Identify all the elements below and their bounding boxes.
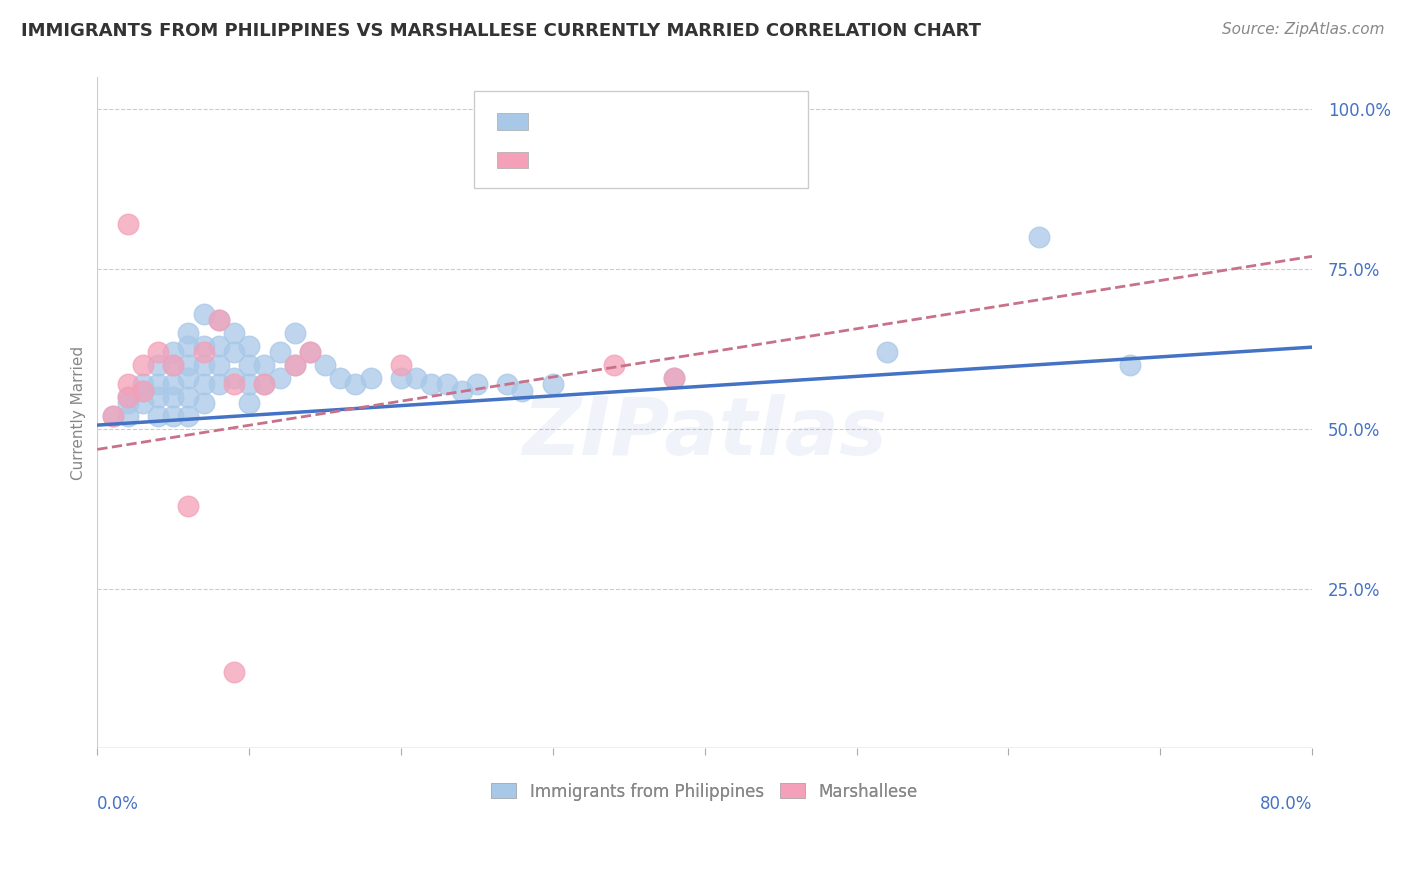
- Point: [253, 377, 276, 392]
- FancyBboxPatch shape: [474, 91, 808, 188]
- Point: [253, 358, 276, 372]
- Point: [162, 345, 184, 359]
- Point: [284, 326, 307, 340]
- Point: [177, 339, 200, 353]
- Point: [208, 339, 231, 353]
- Point: [269, 345, 291, 359]
- Point: [193, 345, 215, 359]
- Point: [208, 313, 231, 327]
- Point: [222, 326, 245, 340]
- Bar: [496, 152, 527, 169]
- Point: [208, 377, 231, 392]
- Point: [222, 371, 245, 385]
- Point: [238, 358, 260, 372]
- Point: [222, 665, 245, 679]
- Point: [876, 345, 898, 359]
- Point: [177, 409, 200, 424]
- Point: [298, 345, 321, 359]
- Point: [132, 377, 155, 392]
- Point: [162, 358, 184, 372]
- Text: 80.0%: 80.0%: [1260, 796, 1312, 814]
- Y-axis label: Currently Married: Currently Married: [72, 346, 86, 480]
- Point: [117, 377, 139, 392]
- Text: R = 0.291   N = 62: R = 0.291 N = 62: [541, 112, 711, 130]
- Point: [117, 390, 139, 404]
- Point: [101, 409, 124, 424]
- Point: [193, 307, 215, 321]
- Point: [1028, 230, 1050, 244]
- Point: [132, 384, 155, 398]
- Point: [222, 345, 245, 359]
- Point: [162, 377, 184, 392]
- Point: [1119, 358, 1142, 372]
- Point: [314, 358, 336, 372]
- Point: [177, 390, 200, 404]
- Text: IMMIGRANTS FROM PHILIPPINES VS MARSHALLESE CURRENTLY MARRIED CORRELATION CHART: IMMIGRANTS FROM PHILIPPINES VS MARSHALLE…: [21, 22, 981, 40]
- Point: [465, 377, 488, 392]
- Point: [162, 409, 184, 424]
- Text: Source: ZipAtlas.com: Source: ZipAtlas.com: [1222, 22, 1385, 37]
- Point: [344, 377, 367, 392]
- Point: [177, 499, 200, 513]
- Point: [117, 409, 139, 424]
- Point: [360, 371, 382, 385]
- Point: [146, 358, 169, 372]
- Point: [664, 371, 686, 385]
- Point: [132, 358, 155, 372]
- Point: [298, 345, 321, 359]
- Point: [496, 377, 519, 392]
- Point: [541, 377, 564, 392]
- Point: [117, 396, 139, 410]
- Point: [450, 384, 472, 398]
- Point: [193, 396, 215, 410]
- Text: ZIPatlas: ZIPatlas: [522, 394, 887, 472]
- Point: [512, 384, 534, 398]
- Point: [208, 358, 231, 372]
- Point: [420, 377, 443, 392]
- Point: [664, 371, 686, 385]
- Point: [238, 339, 260, 353]
- Point: [177, 371, 200, 385]
- Point: [253, 377, 276, 392]
- Point: [193, 358, 215, 372]
- Legend: Immigrants from Philippines, Marshallese: Immigrants from Philippines, Marshallese: [485, 776, 925, 807]
- Point: [284, 358, 307, 372]
- Point: [177, 326, 200, 340]
- Point: [238, 396, 260, 410]
- Point: [117, 390, 139, 404]
- Point: [405, 371, 427, 385]
- Text: R = 0.334   N = 16: R = 0.334 N = 16: [541, 151, 711, 169]
- Point: [117, 218, 139, 232]
- Point: [146, 409, 169, 424]
- Point: [101, 409, 124, 424]
- Point: [222, 377, 245, 392]
- Point: [177, 358, 200, 372]
- Point: [329, 371, 352, 385]
- Point: [602, 358, 624, 372]
- Point: [269, 371, 291, 385]
- Point: [146, 390, 169, 404]
- Point: [436, 377, 458, 392]
- Point: [193, 339, 215, 353]
- Bar: [496, 112, 527, 129]
- Point: [132, 384, 155, 398]
- Point: [284, 358, 307, 372]
- Point: [389, 371, 412, 385]
- Point: [146, 377, 169, 392]
- Point: [146, 345, 169, 359]
- Point: [162, 390, 184, 404]
- Point: [208, 313, 231, 327]
- Text: 0.0%: 0.0%: [97, 796, 139, 814]
- Point: [132, 396, 155, 410]
- Point: [238, 377, 260, 392]
- Point: [389, 358, 412, 372]
- Point: [193, 377, 215, 392]
- Point: [162, 358, 184, 372]
